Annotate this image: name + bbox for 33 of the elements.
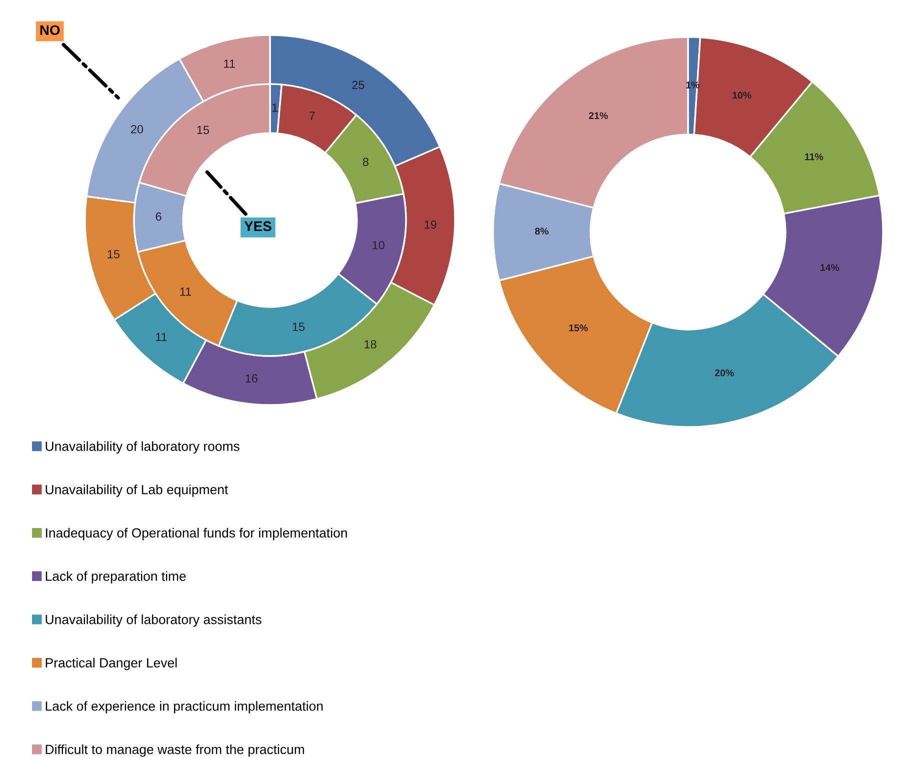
data-label: 15 [197,126,210,134]
legend-label: Practical Danger Level [46,658,177,670]
legend-label: Unavailability of laboratory assistants [46,614,262,627]
data-label: 8 [362,158,368,166]
legend-label: Unavailability of laboratory rooms [46,441,240,454]
data-label: 15 [108,250,120,258]
data-label: 11 [180,288,192,296]
data-label: 15% [569,324,588,332]
data-label: 20 [130,125,144,134]
data-label: 14% [820,264,840,271]
data-label: 10% [732,92,752,99]
data-label: 1 [272,104,278,112]
data-label: 7 [309,112,315,120]
slice-label: NO [40,25,60,36]
legend-label: Inadequacy of Operational funds for implementation [46,528,347,540]
data-label: 25 [352,80,364,90]
data-label: 6 [156,212,162,221]
data-label: 19 [424,220,436,229]
data-label: 20% [714,369,734,376]
data-label: 10 [372,240,384,250]
data-label: 11% [805,153,824,160]
data-label: 21% [588,112,608,120]
legend-label: Lack of preparation time [46,571,186,584]
legend-label: Lack of experience in practicum implementation [46,701,323,714]
legend-label: Unavailability of Lab equipment [46,484,228,497]
data-label: 15 [292,322,305,331]
legend-label: Difficult to manage waste from the practicum [46,744,304,757]
data-label: 11 [224,60,235,68]
data-label: 11 [156,332,167,342]
slice-label: YES [244,221,272,232]
data-label: 18 [364,340,376,348]
data-label: 16 [246,374,258,383]
data-label: 8% [535,228,549,235]
